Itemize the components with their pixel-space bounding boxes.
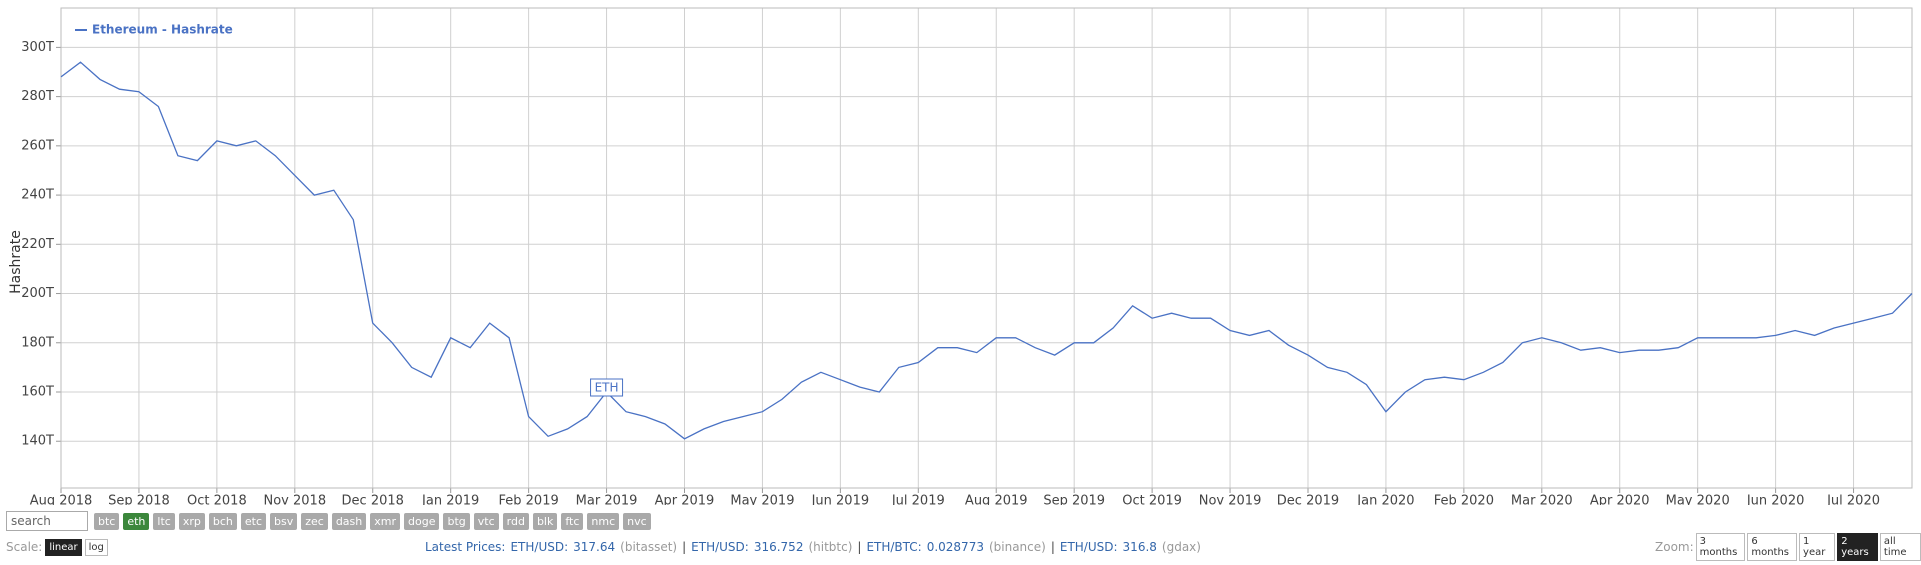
price-value: 316.8: [1122, 540, 1157, 554]
x-tick-label: Sep 2019: [1043, 494, 1105, 506]
search-box[interactable]: search: [6, 511, 88, 531]
y-axis-label: Hashrate: [8, 230, 24, 294]
y-tick-label: 180T: [21, 335, 54, 350]
coin-button[interactable]: nvc: [623, 512, 651, 530]
coin-button[interactable]: zec: [301, 512, 328, 530]
chart: Hashrate 140T 160T 180T 200T 220T 240T 260T 280…: [8, 7, 1913, 506]
x-tick-label: Apr 2019: [655, 494, 715, 506]
x-tick-label: Jan 2020: [1356, 494, 1414, 506]
price-pair: ETH/USD:: [1059, 540, 1118, 554]
coin-button[interactable]: nmc: [587, 512, 620, 530]
prices-label: Latest Prices:: [425, 540, 506, 554]
y-tick-label: 220T: [21, 237, 54, 252]
separator: |: [1050, 540, 1055, 554]
coin-button[interactable]: vtc: [473, 512, 499, 530]
coin-button[interactable]: rdd: [502, 512, 529, 530]
price-pair: ETH/USD:: [510, 540, 569, 554]
scale-button[interactable]: linear: [45, 538, 82, 556]
coin-button[interactable]: btg: [443, 512, 470, 530]
zoom-label: Zoom:: [1655, 540, 1694, 554]
y-tick-label: 140T: [21, 434, 54, 449]
price-pair: ETH/USD:: [691, 540, 749, 554]
y-tick-label: 160T: [21, 385, 54, 400]
y-tick-label: 280T: [21, 89, 54, 104]
separator: |: [682, 540, 687, 554]
footer-bar: Scale: linear log Latest Prices: ETH/USD: 31…: [0, 533, 1921, 561]
x-tick-label: Dec 2018: [342, 494, 404, 506]
x-tick-label: Jun 2019: [811, 494, 870, 506]
zoom-button[interactable]: all time: [1879, 533, 1921, 561]
zoom-button[interactable]: 6 months: [1747, 533, 1798, 561]
x-tick-label: May 2019: [730, 494, 794, 506]
price-pair: ETH/BTC:: [866, 540, 922, 554]
x-tick-label: Oct 2019: [1122, 494, 1182, 506]
series-line: [60, 61, 1913, 440]
x-tick-label: Aug 2018: [30, 494, 93, 506]
coin-button[interactable]: xrp: [178, 512, 205, 530]
x-tick-label: Dec 2019: [1277, 494, 1339, 506]
x-tick-label: Oct 2018: [187, 494, 247, 506]
x-tick-label: Feb 2020: [1434, 494, 1494, 506]
x-tick-label: Jul 2020: [1826, 494, 1880, 506]
coin-button[interactable]: btc: [94, 512, 120, 530]
coin-button[interactable]: bch: [208, 512, 237, 530]
zoom-button[interactable]: 2 years: [1837, 533, 1878, 561]
zoom-control: Zoom: 3 months 6 months 1 year 2 years all ti…: [1655, 533, 1921, 561]
coin-button[interactable]: dash: [331, 512, 367, 530]
x-tick-label: Mar 2020: [1511, 494, 1573, 506]
coin-button[interactable]: xmr: [370, 512, 401, 530]
x-tick-label: Nov 2019: [1199, 494, 1262, 506]
price-source: (hitbtc): [808, 540, 853, 554]
coin-button[interactable]: ltc: [153, 512, 175, 530]
x-tick-label: Aug 2019: [965, 494, 1028, 506]
x-tick-label: Nov 2018: [264, 494, 327, 506]
x-tick-label: Mar 2019: [576, 494, 638, 506]
scale-control: Scale: linear log: [6, 538, 108, 556]
y-tick-label: 240T: [21, 188, 54, 203]
price-source: (gdax): [1161, 540, 1201, 554]
y-tick-label: 260T: [21, 138, 54, 153]
scale-label: Scale:: [6, 540, 43, 554]
coin-button[interactable]: eth: [123, 512, 150, 530]
price-value: 0.028773: [926, 540, 984, 554]
price-source: (binance): [988, 540, 1046, 554]
annotation: ETH: [590, 378, 624, 397]
coin-bar: search btc eth ltc xrp bch etc bsv zec dash xmr do…: [6, 511, 651, 531]
y-tick-label: 200T: [21, 286, 54, 301]
coin-button[interactable]: blk: [532, 512, 558, 530]
coin-button[interactable]: doge: [404, 512, 440, 530]
plot-frame: [60, 7, 1913, 489]
coin-button[interactable]: etc: [240, 512, 266, 530]
x-tick-label: Sep 2018: [108, 494, 170, 506]
zoom-button[interactable]: 1 year: [1799, 533, 1836, 561]
price-source: (bitasset): [620, 540, 678, 554]
separator: |: [857, 540, 862, 554]
x-tick-label: Jul 2019: [891, 494, 945, 506]
y-tick-label: 300T: [21, 40, 54, 55]
annotation-label: ETH: [595, 381, 619, 395]
scale-button[interactable]: log: [84, 538, 108, 556]
x-tick-label: Jan 2019: [421, 494, 479, 506]
x-tick-label: May 2020: [1666, 494, 1730, 506]
price-value: 317.64: [573, 540, 616, 554]
legend-label: Ethereum - Hashrate: [92, 23, 233, 37]
x-tick-label: Apr 2020: [1590, 494, 1650, 506]
zoom-button[interactable]: 3 months: [1695, 533, 1746, 561]
annotation-box: [590, 378, 624, 397]
latest-prices: Latest Prices: ETH/USD: 317.64 (bitasset) | E…: [425, 540, 1201, 554]
coin-button[interactable]: bsv: [270, 512, 298, 530]
x-tick-label: Feb 2019: [499, 494, 559, 506]
coin-button[interactable]: ftc: [561, 512, 584, 530]
x-tick-label: Jun 2020: [1746, 494, 1805, 506]
price-value: 316.752: [753, 540, 804, 554]
